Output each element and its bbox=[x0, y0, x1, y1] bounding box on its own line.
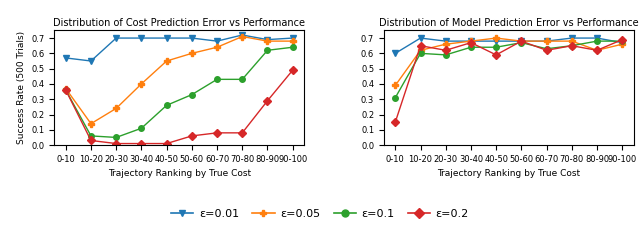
Title: Distribution of Cost Prediction Error vs Performance: Distribution of Cost Prediction Error vs… bbox=[53, 18, 305, 28]
Title: Distribution of Model Prediction Error vs Performance: Distribution of Model Prediction Error v… bbox=[379, 18, 639, 28]
X-axis label: Trajectory Ranking by True Cost: Trajectory Ranking by True Cost bbox=[108, 169, 251, 178]
Y-axis label: Success Rate (500 Trials): Success Rate (500 Trials) bbox=[17, 31, 26, 144]
Legend: ε=0.01, ε=0.05, ε=0.1, ε=0.2: ε=0.01, ε=0.05, ε=0.1, ε=0.2 bbox=[166, 205, 474, 224]
X-axis label: Trajectory Ranking by True Cost: Trajectory Ranking by True Cost bbox=[437, 169, 580, 178]
